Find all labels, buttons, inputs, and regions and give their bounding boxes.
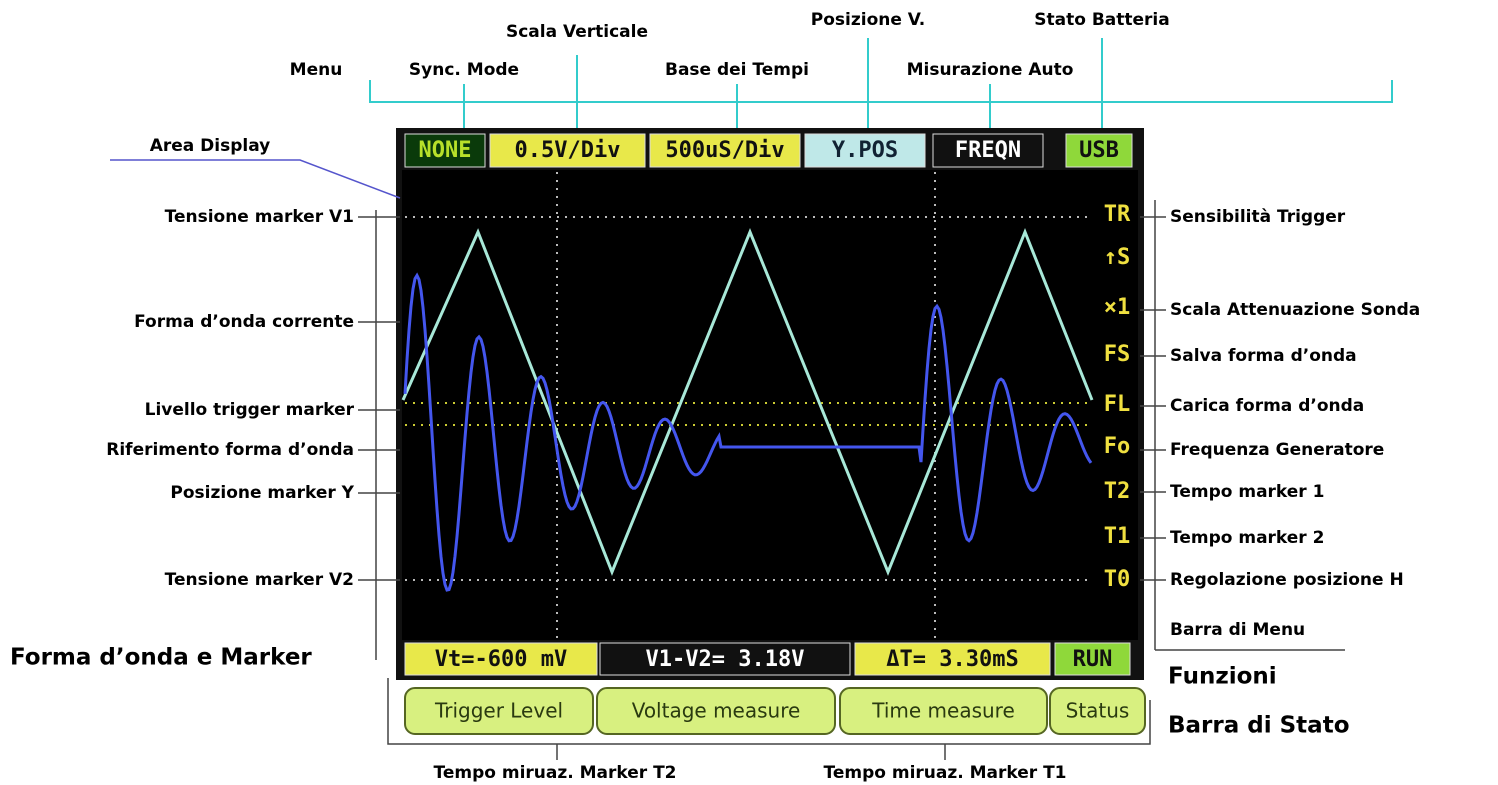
menu-item: TR [1104,202,1131,227]
menu-item: Fo [1104,434,1131,459]
menu-item: T0 [1104,567,1131,592]
left-label: Tensione marker V1 [165,207,354,227]
menu-item: T2 [1104,479,1131,504]
bottom-label: Tempo miruaz. Marker T2 [434,763,677,783]
top-bar-text: NONE [419,138,472,163]
diagram: Scala Verticale Posizione V. Stato Batteri… [0,0,1498,785]
menu-item: FS [1104,342,1131,367]
menu-item: ×1 [1104,295,1131,320]
button-label: Time measure [871,699,1015,723]
group-label: Barra di Stato [1168,713,1350,739]
top-bar-text: Y.POS [832,138,898,163]
bottom-bar-text: V1-V2= 3.18V [646,647,805,672]
right-label: Regolazione posizione H [1170,570,1404,590]
right-label: Scala Attenuazione Sonda [1170,300,1420,320]
bottom-bar-text: RUN [1073,647,1113,672]
top-label: Sync. Mode [409,60,519,80]
top-bar-text: 500uS/Div [665,138,784,163]
bottom-bar-text: ΔT= 3.30mS [886,647,1018,672]
button-label: Voltage measure [632,699,801,723]
top-bar-text: 0.5V/Div [515,138,621,163]
right-label: Sensibilità Trigger [1170,207,1346,227]
group-label: Forma d’onda e Marker [10,645,312,671]
top-label: Menu [290,60,343,80]
area-label: Area Display [150,136,271,156]
right-label: Frequenza Generatore [1170,440,1384,460]
left-label: Forma d’onda corrente [134,312,354,332]
left-label: Tensione marker V2 [165,570,354,590]
menu-item: FL [1104,392,1131,417]
left-label: Riferimento forma d’onda [106,440,354,460]
right-label: Carica forma d’onda [1170,396,1364,416]
menu-item: ↑S [1104,245,1131,270]
top-label: Misurazione Auto [907,60,1074,80]
top-label: Posizione V. [811,10,925,30]
right-label: Salva forma d’onda [1170,346,1357,366]
button-label: Status [1066,699,1130,723]
right-label: Barra di Menu [1170,620,1305,640]
right-label: Tempo marker 2 [1170,528,1324,548]
bottom-bar-text: Vt=-600 mV [435,647,567,672]
group-label: Funzioni [1168,664,1277,690]
button-label: Trigger Level [434,699,563,723]
top-label: Scala Verticale [506,22,648,42]
top-bar-text: FREQN [955,138,1021,163]
bottom-label: Tempo miruaz. Marker T1 [824,763,1067,783]
top-label: Stato Batteria [1034,10,1169,30]
top-bar-text: USB [1079,138,1119,163]
right-label: Tempo marker 1 [1170,482,1324,502]
menu-item: T1 [1104,524,1131,549]
top-label: Base dei Tempi [665,60,809,80]
left-label: Livello trigger marker [145,400,355,420]
left-label: Posizione marker Y [170,483,354,503]
